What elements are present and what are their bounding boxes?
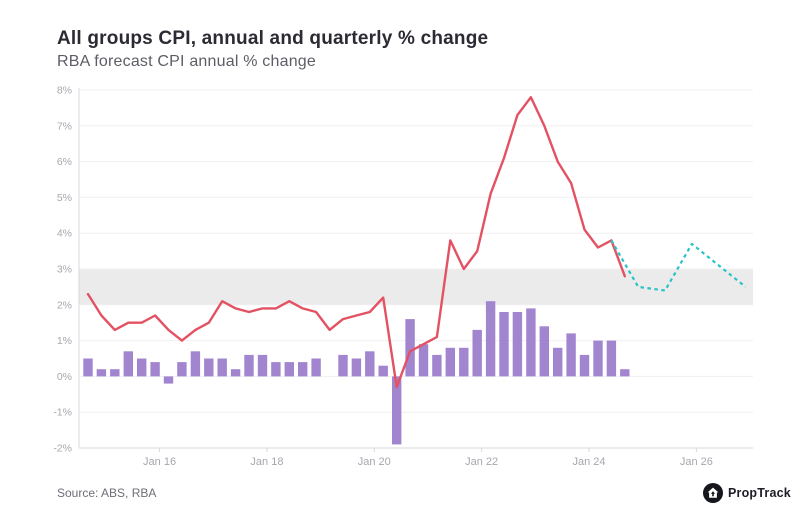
quarterly-bar [244, 354, 254, 377]
quarterly-bar [338, 354, 348, 377]
x-axis-label: Jan 26 [680, 456, 713, 468]
quarterly-bar [512, 312, 523, 377]
quarterly-bar [485, 301, 496, 377]
quarterly-bar [432, 354, 442, 377]
quarterly-bar [499, 312, 509, 377]
y-axis-label: 2% [57, 299, 72, 311]
quarterly-bar [459, 347, 469, 377]
x-axis-label: Jan 18 [250, 456, 283, 468]
quarterly-bar [365, 351, 375, 377]
quarterly-bar [539, 326, 549, 377]
x-axis-label: Jan 20 [358, 456, 391, 468]
quarterly-bar [123, 351, 133, 377]
quarterly-bar [445, 347, 455, 377]
quarterly-bar [566, 333, 576, 377]
quarterly-bar [96, 369, 107, 377]
rba-forecast-line [610, 239, 747, 292]
quarterly-bar [553, 347, 563, 377]
y-axis-label: -2% [53, 443, 72, 455]
quarterly-bar [284, 362, 294, 377]
quarterly-bar [593, 340, 603, 377]
quarterly-bar [351, 358, 362, 377]
quarterly-bar [163, 376, 174, 384]
chart-title: All groups CPI, annual and quarterly % c… [57, 28, 489, 49]
y-axis-label: 5% [57, 192, 72, 204]
quarterly-bar [472, 329, 482, 377]
y-axis-label: 8% [57, 85, 72, 97]
x-axis-label: Jan 24 [572, 456, 605, 468]
quarterly-bar [217, 358, 227, 377]
quarterly-bar [405, 319, 415, 377]
quarterly-bar [190, 351, 201, 377]
quarterly-bar [298, 362, 308, 377]
x-axis-label: Jan 22 [465, 456, 498, 468]
quarterly-bar [204, 358, 214, 377]
quarterly-bar [378, 365, 388, 377]
y-axis-label: 7% [57, 120, 72, 132]
quarterly-bar [110, 369, 120, 377]
x-axis-label: Jan 16 [143, 456, 176, 468]
quarterly-bar [526, 308, 536, 377]
source-attribution: Source: ABS, RBA [57, 486, 157, 500]
quarterly-bar [257, 354, 268, 377]
quarterly-bar [83, 358, 93, 377]
quarterly-bar [606, 340, 617, 377]
y-axis-label: 4% [57, 228, 72, 240]
quarterly-bar [150, 362, 160, 377]
proptrack-logo: PropTrack [703, 483, 791, 503]
quarterly-bar [311, 358, 321, 377]
quarterly-bar [620, 369, 630, 377]
quarterly-bar [177, 362, 187, 377]
annual-cpi-line [86, 95, 626, 389]
quarterly-bar [579, 354, 590, 377]
quarterly-bar [392, 376, 402, 445]
chart-subtitle: RBA forecast CPI annual % change [57, 53, 316, 70]
quarterly-bar [230, 369, 241, 377]
y-axis-label: 6% [57, 156, 72, 168]
y-axis-label: 0% [57, 371, 72, 383]
quarterly-bar [418, 344, 429, 377]
quarterly-bar [137, 358, 147, 377]
y-axis-label: 1% [57, 335, 72, 347]
y-axis-label: 3% [57, 264, 72, 276]
target-band [79, 269, 753, 305]
y-axis-label: -1% [53, 407, 72, 419]
house-in-circle-icon [703, 483, 723, 503]
proptrack-logo-text: PropTrack [728, 486, 791, 500]
quarterly-bar [271, 362, 281, 377]
